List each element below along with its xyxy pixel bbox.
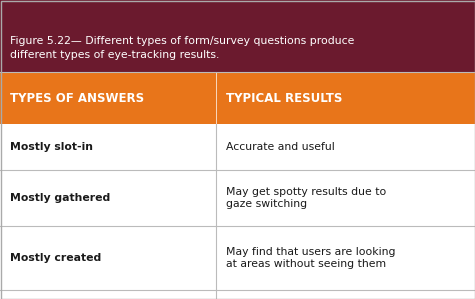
Bar bbox=[0, 72, 475, 124]
Text: Figure 5.22— Different types of form/survey questions produce: Figure 5.22— Different types of form/sur… bbox=[10, 36, 354, 46]
Text: May find that users are looking
at areas without seeing them: May find that users are looking at areas… bbox=[226, 247, 396, 269]
Text: Mostly created: Mostly created bbox=[10, 253, 101, 263]
Text: Accurate and useful: Accurate and useful bbox=[226, 142, 335, 152]
Text: different types of eye-tracking results.: different types of eye-tracking results. bbox=[10, 50, 219, 60]
Bar bbox=[0, 124, 475, 170]
Text: Mostly slot-in: Mostly slot-in bbox=[10, 142, 93, 152]
Bar bbox=[0, 0, 475, 72]
Bar bbox=[0, 290, 475, 299]
Bar bbox=[0, 226, 475, 290]
Text: TYPES OF ANSWERS: TYPES OF ANSWERS bbox=[10, 91, 144, 104]
Bar bbox=[0, 170, 475, 226]
Text: Mostly gathered: Mostly gathered bbox=[10, 193, 110, 203]
Text: TYPICAL RESULTS: TYPICAL RESULTS bbox=[226, 91, 342, 104]
Text: May get spotty results due to
gaze switching: May get spotty results due to gaze switc… bbox=[226, 187, 386, 209]
